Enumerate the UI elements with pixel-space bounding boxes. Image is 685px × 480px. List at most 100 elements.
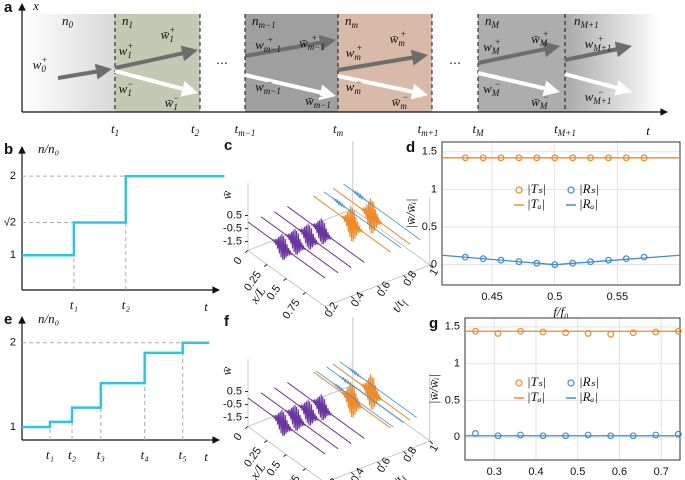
y-tick-label: 1.5 — [445, 321, 460, 333]
w-tick-label: -1.5 — [223, 411, 242, 423]
wave-label-sub: m — [354, 86, 361, 96]
y-axis-label: |w̄/w̄ᵢ| — [426, 374, 441, 404]
wave-arrow-head — [614, 80, 632, 96]
panel-label: c — [224, 137, 232, 154]
time-label-sub: m−1 — [238, 128, 255, 138]
wave-arrow — [337, 74, 416, 95]
step-line — [22, 174, 225, 257]
t-axis-label-sub: f — [400, 474, 411, 480]
wave-label: w̄M+ — [531, 29, 549, 48]
wave-label-base: w — [483, 81, 492, 96]
time-label: tm+1 — [418, 121, 439, 138]
x-tick-label: t₂ — [68, 447, 77, 462]
wave-trace — [332, 187, 411, 245]
wave-label-sup: + — [127, 41, 133, 51]
x-axis-label: f/f₀ — [553, 304, 568, 319]
axis-label: t — [646, 123, 650, 138]
tick-mark — [302, 468, 307, 472]
wave-arrow-head — [180, 81, 198, 97]
panel-label: g — [429, 315, 438, 332]
medium-label: nm−1 — [252, 13, 276, 30]
wave-label-sup: + — [41, 55, 47, 65]
wave-label: w̄1− — [165, 93, 180, 112]
t-tick-label: 0.8 — [401, 269, 419, 288]
wave-arrow-head — [410, 83, 428, 100]
x-tick-label: 0.5 — [547, 291, 562, 303]
time-label-sub: M+1 — [557, 128, 576, 138]
wave-label-sup: − — [495, 79, 501, 89]
y-tick-label: 2 — [10, 170, 16, 182]
wave-label-sup: − — [317, 91, 323, 101]
tick-mark — [429, 440, 434, 445]
medium-label-base: n — [122, 13, 129, 28]
w-axis-label: w̄ — [219, 190, 234, 199]
wave-trace — [247, 221, 326, 279]
wave-label-sup: + — [543, 29, 549, 39]
w-tick-label: 0.5 — [227, 385, 242, 397]
tick-mark — [429, 264, 434, 269]
panel-label: f — [224, 313, 230, 330]
wave-label: w̄M− — [531, 92, 549, 111]
tick-mark — [244, 426, 249, 430]
marker — [674, 430, 682, 438]
wave-label-base: w̄ — [299, 35, 308, 50]
region — [478, 14, 565, 112]
wave-trace — [247, 397, 326, 455]
wave-label: w̄1+ — [161, 25, 176, 44]
time-label-sub: M — [475, 128, 484, 138]
t-tick-label: 0.2 — [323, 300, 341, 319]
wave-label: w̄m+ — [390, 29, 407, 48]
medium-label-base: n — [252, 13, 259, 28]
t-tick-label: 0.6 — [375, 456, 393, 475]
wave-arrow-head — [542, 80, 560, 97]
x-tick-label: t₁ — [70, 297, 78, 312]
wave-label-base: w — [346, 45, 355, 60]
wave-label-sup: + — [267, 35, 273, 45]
wave-label-sub: 1 — [127, 88, 132, 98]
time-label-sub: m — [337, 128, 344, 138]
tick-mark — [377, 461, 381, 466]
wave-label-sup: + — [400, 29, 406, 39]
w-axis-label: w̄ — [219, 366, 234, 375]
time-label-base: t — [554, 121, 558, 136]
legend-label: |Tₐ| — [527, 389, 545, 404]
wave-label-sub: m — [398, 38, 405, 48]
medium-label-sub: M — [491, 20, 500, 30]
wave-trace — [332, 363, 411, 421]
box-edge — [352, 208, 431, 266]
wave-label-sub: 1 — [127, 50, 132, 60]
x-tick-label: 0.5 — [570, 466, 585, 478]
step-line — [22, 341, 210, 429]
y-axis-head — [18, 316, 26, 324]
tick-mark — [263, 440, 268, 444]
wave-label: wm−1+ — [255, 35, 281, 54]
wave-arrow — [564, 46, 620, 62]
y-tick-label: 1 — [454, 358, 460, 370]
wave-label-sub: 1 — [169, 34, 174, 44]
wave-label: w̄m−1+ — [299, 33, 325, 52]
x-tick-label: 0.75 — [280, 473, 302, 480]
time-label-base: t — [472, 121, 476, 136]
wave-label-sub: m−1 — [264, 86, 281, 96]
tick-mark — [283, 278, 287, 282]
marker — [640, 253, 648, 261]
time-label: tM — [472, 121, 484, 138]
medium-label-sub: m — [352, 20, 359, 30]
plot-frame — [441, 141, 681, 286]
wave-label-base: w — [255, 79, 264, 94]
wave-label-sup: − — [127, 79, 133, 89]
box-edge — [247, 384, 353, 427]
tick-mark — [244, 250, 249, 254]
x-axis-label: f/f₀ — [565, 479, 580, 480]
t-axis-label-base: t/t — [388, 473, 407, 480]
wave-trace — [313, 195, 391, 253]
wave-arrow — [244, 73, 324, 96]
medium-label-base: n — [485, 13, 492, 28]
wave-arrow-head — [614, 41, 632, 58]
t-tick-label: 0.4 — [349, 466, 367, 480]
wave-arrow — [244, 40, 324, 58]
marker — [629, 329, 637, 337]
legend-swatch — [515, 186, 523, 194]
wave-label-sup: + — [356, 43, 362, 53]
x-tick-label: t₂ — [122, 297, 131, 312]
